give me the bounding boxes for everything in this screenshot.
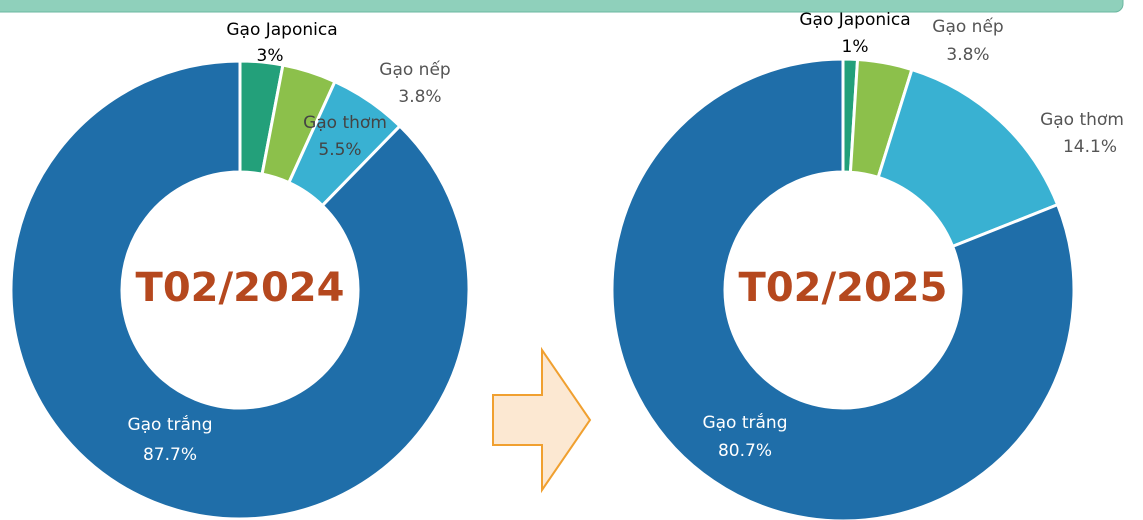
value-label: 5.5% [318, 140, 361, 160]
donut-segment [9, 59, 471, 520]
category-label: Gạo nếp [932, 16, 1003, 37]
category-label: Gạo thơm [1040, 110, 1124, 130]
category-label: Gạo nếp [379, 59, 450, 80]
center-label: T02/2024 [136, 265, 345, 311]
category-label: Gạo Japonica [799, 10, 910, 30]
value-label: 14.1% [1063, 137, 1117, 157]
category-label: Gạo Japonica [226, 20, 337, 40]
value-label: 3% [257, 46, 284, 66]
value-label: 1% [842, 37, 869, 57]
donut-segment [876, 67, 1060, 249]
top-banner [0, 0, 1124, 13]
donut-segment [610, 57, 1076, 520]
category-label: Gạo thơm [303, 113, 387, 133]
arrow [492, 346, 592, 494]
value-label: 87.7% [143, 445, 197, 465]
category-label: Gạo trắng [127, 414, 212, 435]
center-label: T02/2025 [739, 265, 948, 311]
value-label: 3.8% [946, 45, 989, 65]
value-label: 3.8% [398, 87, 441, 107]
value-label: 80.7% [718, 441, 772, 461]
category-label: Gạo trắng [702, 412, 787, 433]
